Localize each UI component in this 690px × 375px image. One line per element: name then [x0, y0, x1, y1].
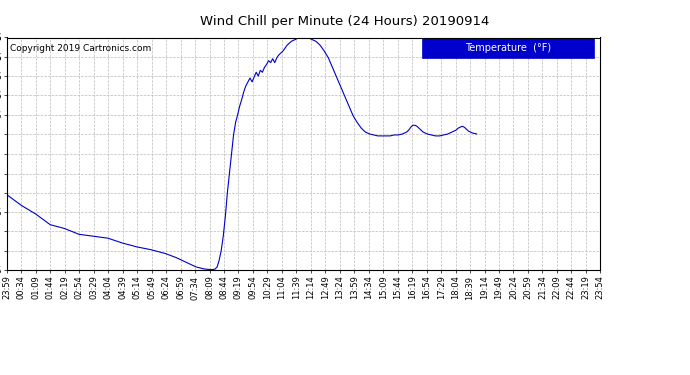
Text: Temperature  (°F): Temperature (°F): [465, 43, 551, 53]
FancyBboxPatch shape: [422, 38, 594, 58]
Text: Wind Chill per Minute (24 Hours) 20190914: Wind Chill per Minute (24 Hours) 2019091…: [200, 15, 490, 28]
Text: Copyright 2019 Cartronics.com: Copyright 2019 Cartronics.com: [10, 45, 151, 54]
